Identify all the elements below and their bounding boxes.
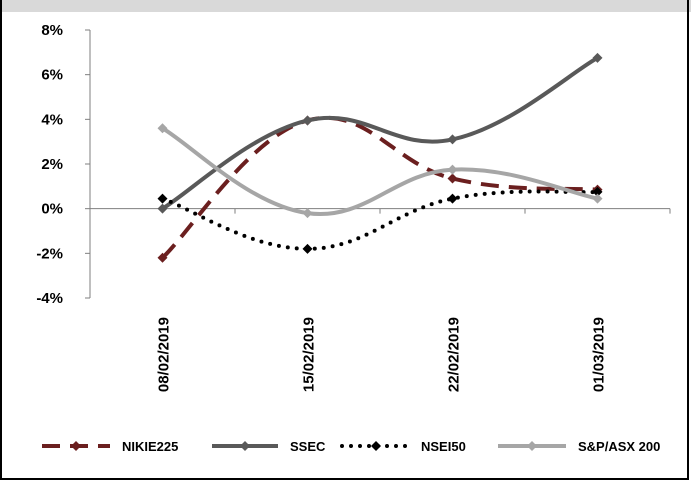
legend-label: SSEC xyxy=(290,439,326,454)
axes xyxy=(85,30,670,298)
legend-item: NSEI50 xyxy=(342,439,466,454)
x-tick-label: 15/02/2019 xyxy=(301,317,318,392)
y-tick-label: 0% xyxy=(41,201,63,218)
data-point xyxy=(303,244,313,254)
x-tick-label: 01/03/2019 xyxy=(591,317,608,392)
series-3 xyxy=(158,123,603,218)
y-tick-label: 6% xyxy=(41,67,63,84)
y-tick-label: -2% xyxy=(36,245,63,262)
legend-marker xyxy=(240,441,250,451)
x-tick-label: 08/02/2019 xyxy=(156,317,173,392)
legend-item: NIKIE225 xyxy=(42,439,178,454)
legend-marker xyxy=(71,441,81,451)
y-tick-label: 4% xyxy=(41,111,63,128)
data-point xyxy=(448,194,458,204)
series-line xyxy=(163,128,598,214)
legend-item: SSEC xyxy=(212,439,326,454)
series-line xyxy=(163,191,598,248)
legend-item: S&P/ASX 200 xyxy=(498,439,660,454)
legend-label: S&P/ASX 200 xyxy=(578,439,660,454)
series-line xyxy=(163,58,598,209)
legend-marker xyxy=(371,441,381,451)
x-tick-label: 22/02/2019 xyxy=(446,317,463,392)
data-point xyxy=(303,208,313,218)
series-line xyxy=(163,118,598,258)
series-0 xyxy=(158,115,603,262)
data-point xyxy=(448,165,458,175)
y-axis-ticks: 8% 6% 4% 2% 0% -2% -4% xyxy=(36,22,63,307)
legend: NIKIE225 SSEC NSEI50 S&P/ASX 200 xyxy=(42,439,660,454)
y-tick-label: 2% xyxy=(41,156,63,173)
data-point xyxy=(448,134,458,144)
series-1 xyxy=(158,53,603,214)
y-tick-label: 8% xyxy=(41,22,63,39)
data-point xyxy=(593,194,603,204)
data-point xyxy=(158,194,168,204)
legend-label: NIKIE225 xyxy=(122,439,178,454)
legend-marker xyxy=(527,441,537,451)
x-axis-ticks: 08/02/2019 15/02/2019 22/02/2019 01/03/2019 xyxy=(156,317,608,392)
data-point xyxy=(448,174,458,184)
y-tick-label: -4% xyxy=(36,290,63,307)
series-layer xyxy=(158,53,603,263)
data-point xyxy=(303,115,313,125)
legend-label: NSEI50 xyxy=(421,439,466,454)
